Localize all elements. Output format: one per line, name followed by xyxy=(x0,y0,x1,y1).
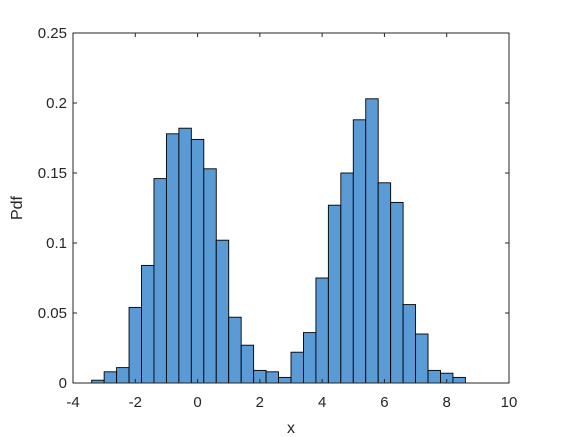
histogram-bar xyxy=(278,376,292,384)
x-tick-label: -2 xyxy=(129,394,142,411)
histogram-bar xyxy=(415,333,429,384)
x-tick-label: 10 xyxy=(501,394,518,411)
histogram-bar xyxy=(365,98,379,384)
x-tick-label: -4 xyxy=(66,394,79,411)
histogram-bar xyxy=(427,369,441,384)
histogram-bar xyxy=(141,264,155,384)
histogram-bar xyxy=(315,277,329,384)
bars-layer xyxy=(91,98,466,384)
x-axis-label: x xyxy=(287,420,295,437)
y-tick-label: 0.15 xyxy=(38,165,67,182)
histogram-bar xyxy=(153,178,167,384)
y-tick-label: 0.05 xyxy=(38,305,67,322)
histogram-bar xyxy=(340,172,354,384)
histogram-bar xyxy=(128,306,142,384)
plot-border xyxy=(72,32,510,384)
y-tick-label: 0.25 xyxy=(38,25,67,42)
histogram-bar xyxy=(452,376,466,384)
histogram-bar xyxy=(303,332,317,384)
histogram-bar xyxy=(402,304,417,384)
x-tick-label: 4 xyxy=(318,394,326,411)
histogram-bar xyxy=(215,239,230,384)
histogram-bar xyxy=(327,204,342,384)
histogram-bar xyxy=(165,133,180,384)
histogram-bar xyxy=(265,371,279,384)
histogram-bar xyxy=(377,182,392,384)
histogram-bar xyxy=(240,344,255,384)
y-tick-label: 0.1 xyxy=(46,235,67,252)
x-tick-label: 0 xyxy=(193,394,201,411)
y-tick-label: 0 xyxy=(59,375,67,392)
y-axis-label: Pdf xyxy=(9,195,26,220)
histogram-bar xyxy=(228,316,242,384)
x-tick-label: 8 xyxy=(443,394,451,411)
histogram-bar xyxy=(352,119,367,384)
x-tick-label: 6 xyxy=(380,394,388,411)
y-tick-label: 0.2 xyxy=(46,95,67,112)
histogram-bar xyxy=(203,168,217,384)
histogram-bar xyxy=(116,367,130,384)
x-tick-label: 2 xyxy=(256,394,264,411)
histogram-bar xyxy=(178,127,192,384)
axes-layer: -4 -2 0 2 4 6 8 10 0 0.05 0.1 0.15 0.2 0.25 xyxy=(38,25,518,411)
histogram-bar xyxy=(290,351,304,384)
histogram-bar xyxy=(190,138,205,384)
histogram-bar xyxy=(103,371,118,384)
histogram-bar xyxy=(390,201,404,384)
